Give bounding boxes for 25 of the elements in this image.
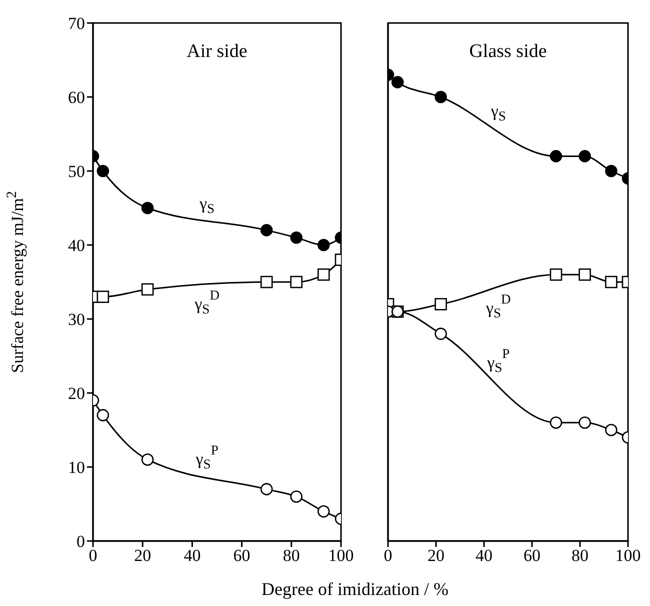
x-tick-label: 80: [282, 546, 300, 566]
x-tick-label: 60: [233, 546, 250, 566]
y-tick-label: 70: [68, 14, 85, 34]
x-tick-label: 20: [134, 546, 152, 566]
y-tick-label: 10: [68, 458, 85, 478]
x-tick-label: 60: [524, 546, 540, 566]
x-tick-label: 40: [184, 546, 201, 566]
y-tick-label: 0: [76, 532, 85, 552]
x-axis-title: Degree of imidization / %: [260, 579, 450, 600]
series-label: γ$_{S}$: [490, 102, 506, 124]
x-tick-label: 40: [476, 546, 492, 566]
y-tick-label: 20: [68, 384, 85, 404]
x-tick-label: 20: [428, 546, 444, 566]
x-tick-label: 0: [88, 546, 98, 566]
y-tick-label: 30: [68, 310, 85, 330]
x-tick-label: 100: [328, 546, 354, 566]
x-tick-label: 80: [572, 546, 588, 566]
x-tick-label: 0: [384, 546, 392, 566]
y-tick-label: 40: [68, 236, 85, 256]
text: Glass side: [468, 41, 548, 63]
y-tick-label: 60: [68, 88, 85, 108]
series-label: γ$_{S}$: [198, 194, 215, 216]
x-tick-label: 100: [615, 546, 641, 566]
y-tick-label: 50: [68, 162, 85, 182]
text: Air side: [186, 41, 248, 63]
